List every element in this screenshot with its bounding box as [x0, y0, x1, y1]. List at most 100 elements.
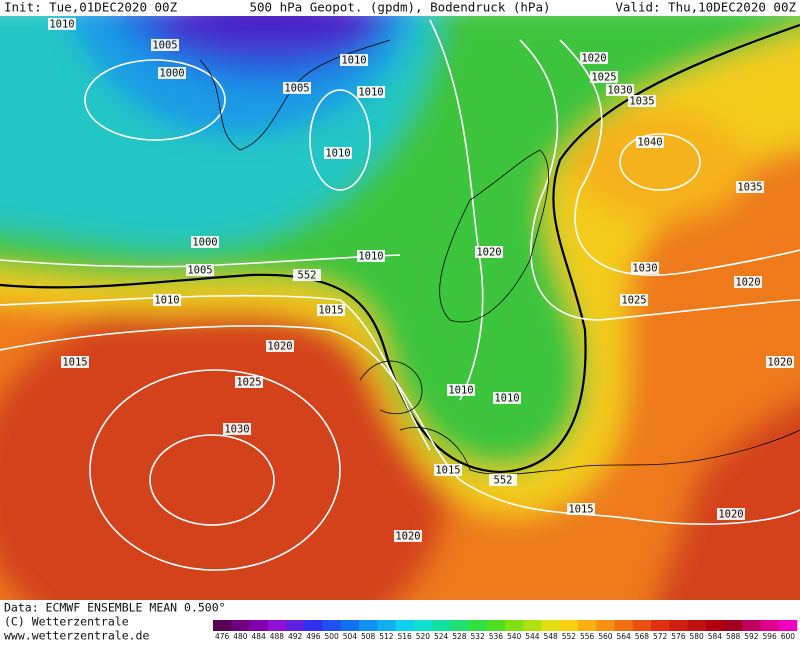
colorbar-label: 532 — [470, 632, 485, 641]
header-bar — [0, 0, 800, 16]
contour-label: 1005 — [284, 83, 309, 95]
contour-label: 1025 — [591, 72, 616, 84]
colorbar-label: 536 — [489, 632, 504, 641]
contour-label: 1015 — [62, 357, 87, 369]
colorbar-label: 516 — [397, 632, 412, 641]
label-backdrop — [606, 84, 634, 96]
label-backdrop — [766, 356, 794, 368]
contour-label: 1000 — [159, 68, 184, 80]
colorbar-label: 524 — [434, 632, 449, 641]
contour-label: 1015 — [318, 305, 343, 317]
label-backdrop — [447, 384, 475, 396]
colorbar-label: 576 — [671, 632, 686, 641]
colorbar-label: 504 — [343, 632, 358, 641]
colorbar-segment — [267, 620, 287, 631]
label-backdrop — [235, 376, 263, 388]
colorbar-segment — [632, 620, 652, 631]
colorbar-segment — [486, 620, 506, 631]
colorbar-label: 580 — [689, 632, 704, 641]
colorbar-segment — [669, 620, 688, 631]
colorbar-segment — [359, 620, 378, 631]
label-backdrop — [357, 86, 385, 98]
colorbar-label: 512 — [379, 632, 394, 641]
colorbar-segment — [231, 620, 250, 631]
colorbar-label: 544 — [525, 632, 540, 641]
label-backdrop — [434, 464, 462, 476]
label-backdrop — [186, 264, 214, 276]
contour-label: 1020 — [581, 53, 606, 65]
colorbar-label: 592 — [744, 632, 759, 641]
contour-label: 1025 — [236, 377, 261, 389]
colorbar-label: 520 — [416, 632, 431, 641]
colorbar-label: 484 — [251, 632, 266, 641]
contour-label: 1010 — [341, 55, 366, 67]
label-backdrop — [394, 530, 422, 542]
contour-label: 1000 — [192, 237, 217, 249]
colorbar-label: 600 — [781, 632, 796, 641]
map-title: 500 hPa Geopot. (gpdm), Bodendruck (hPa) — [249, 0, 550, 15]
colorbar-segment — [413, 620, 433, 631]
label-backdrop — [489, 474, 517, 486]
colorbar-label: 548 — [543, 632, 558, 641]
label-backdrop — [293, 269, 321, 281]
coastlines — [199, 39, 800, 475]
label-backdrop — [61, 356, 89, 368]
colorbar-label: 572 — [653, 632, 668, 641]
contour-label: 1020 — [767, 357, 792, 369]
label-backdrop — [158, 67, 186, 79]
label-backdrop — [493, 392, 521, 404]
colorbar-label: 480 — [233, 632, 248, 641]
label-backdrop — [223, 423, 251, 435]
label-backdrop — [151, 39, 179, 51]
contour-label: 1005 — [152, 40, 177, 52]
colorbar-segment — [249, 620, 269, 631]
contour-label: 1020 — [735, 277, 760, 289]
colorbar-segment — [213, 620, 232, 631]
colorbar-label: 488 — [270, 632, 285, 641]
colorbar-label: 508 — [361, 632, 376, 641]
colorbar-label: 496 — [306, 632, 321, 641]
label-backdrop — [283, 82, 311, 94]
contour-label: 1025 — [621, 295, 646, 307]
colorbar-segment — [705, 620, 725, 631]
label-backdrop — [736, 181, 764, 193]
colorbar-label: 560 — [598, 632, 613, 641]
contour-label: 1010 — [448, 385, 473, 397]
contour-label: 552 — [494, 475, 513, 487]
contour-label: 1020 — [395, 531, 420, 543]
contour-label: 1020 — [267, 341, 292, 353]
label-backdrop — [636, 136, 664, 148]
label-backdrop — [324, 147, 352, 159]
colorbar-segment — [468, 620, 488, 631]
colorbar-segment — [395, 620, 415, 631]
colorbar-label: 556 — [580, 632, 595, 641]
colorbar-label: 584 — [708, 632, 723, 641]
colorbar-segment — [724, 620, 743, 631]
label-backdrop — [357, 250, 385, 262]
valid-time: Valid: Thu,10DEC2020 00Z — [615, 0, 796, 15]
contour-label: 1010 — [154, 295, 179, 307]
colorbar-label: 500 — [324, 632, 339, 641]
data-source: Data: ECMWF ENSEMBLE MEAN 0.500° — [4, 601, 226, 615]
colorbar-segment — [778, 620, 798, 631]
colorbar-label: 552 — [562, 632, 577, 641]
colorbar-segment — [432, 620, 451, 631]
colorbar-segment — [322, 620, 342, 631]
colorbar-label: 492 — [288, 632, 303, 641]
colorbar-segment — [614, 620, 634, 631]
colorbar-label: 540 — [507, 632, 522, 641]
colorbar-label: 568 — [635, 632, 650, 641]
label-backdrop — [620, 294, 648, 306]
colorbar-segment — [340, 620, 360, 631]
contour-label: 1020 — [476, 247, 501, 259]
contour-label: 1030 — [224, 424, 249, 436]
colorbar-segment — [742, 620, 761, 631]
contour-label: 1010 — [49, 19, 74, 31]
colorbar-label: 596 — [762, 632, 777, 641]
contour-label: 1010 — [325, 148, 350, 160]
colorbar-segment — [377, 620, 396, 631]
label-backdrop — [317, 304, 345, 316]
contour-label: 1035 — [629, 96, 654, 108]
colorbar-segment — [596, 620, 615, 631]
